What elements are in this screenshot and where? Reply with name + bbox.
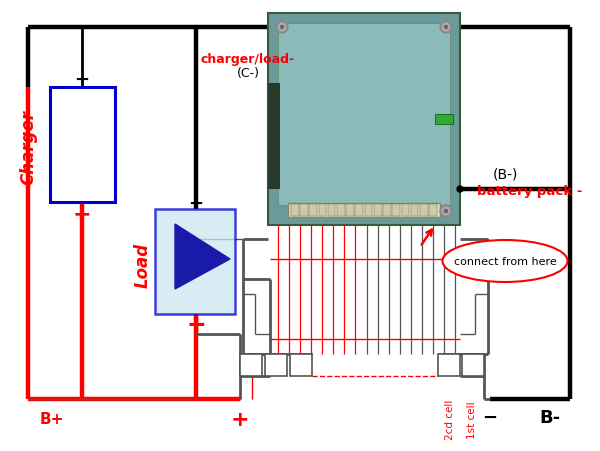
Bar [268,84,280,189]
Bar [328,205,335,216]
Bar [438,354,460,376]
Bar [429,205,437,216]
Bar [240,354,262,376]
Bar [50,88,115,202]
Text: charger/load-: charger/load- [201,53,295,66]
Circle shape [445,210,448,213]
Bar [365,205,372,216]
Bar [374,205,382,216]
Bar [392,205,400,216]
Text: +: + [73,205,91,225]
Ellipse shape [443,240,568,282]
Text: 2cd cell: 2cd cell [445,399,455,439]
Bar [310,205,317,216]
Bar [462,354,484,376]
Text: connect from here: connect from here [454,257,556,267]
Circle shape [440,22,452,34]
Text: Charger: Charger [19,110,37,185]
Bar [346,205,354,216]
Polygon shape [175,225,230,290]
Circle shape [440,206,452,217]
Circle shape [445,27,448,29]
Text: −: − [188,194,203,212]
Circle shape [278,24,286,32]
Bar [290,354,312,376]
Bar [435,115,453,125]
Text: B-: B- [539,408,560,426]
Bar [265,354,287,376]
Text: +: + [186,312,206,336]
Text: +: + [230,409,250,429]
Circle shape [457,187,463,193]
Bar [288,203,440,217]
Bar [411,205,418,216]
Bar [337,205,344,216]
Bar [300,205,308,216]
Text: (B-): (B-) [493,168,518,182]
Text: 1st cell: 1st cell [467,400,477,438]
Bar [383,205,391,216]
Text: −: − [74,71,89,89]
Bar [278,24,450,206]
Bar [401,205,409,216]
Bar [355,205,363,216]
Bar [155,210,235,314]
Bar [420,205,428,216]
Text: −: − [482,408,497,426]
Circle shape [442,207,450,216]
Text: battery pack -: battery pack - [478,185,583,198]
Circle shape [281,27,284,29]
Text: Load: Load [134,242,152,287]
Bar [291,205,299,216]
Text: B+: B+ [40,412,64,427]
Text: (C-): (C-) [236,67,260,80]
Bar [319,205,326,216]
Circle shape [276,22,288,34]
Circle shape [442,24,450,32]
Bar [268,14,460,225]
